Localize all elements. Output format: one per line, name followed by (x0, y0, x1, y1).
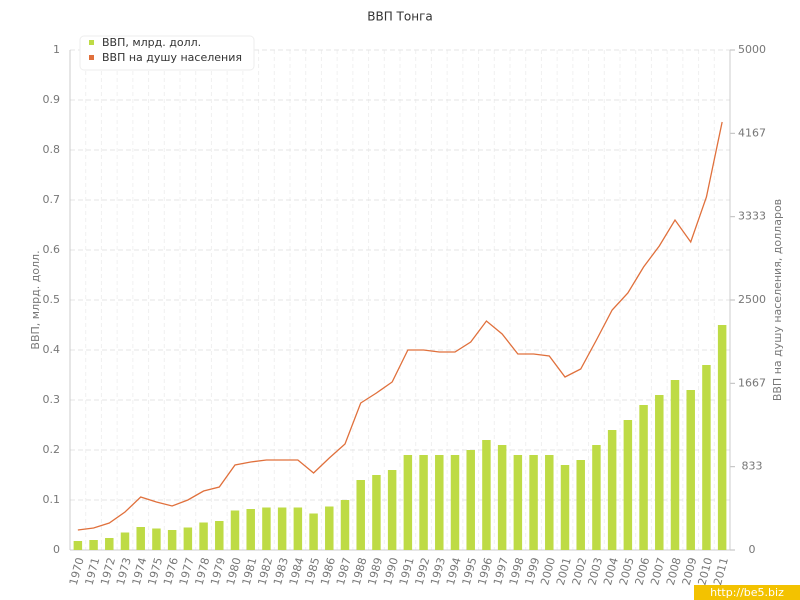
y-tick-label: 0.3 (43, 393, 61, 406)
bar (497, 445, 507, 550)
watermark-box (694, 585, 800, 600)
bar (482, 440, 491, 550)
bar (529, 455, 538, 550)
y-tick-label: 0.6 (43, 243, 61, 256)
bar (592, 445, 601, 550)
bar (183, 527, 193, 550)
bar (403, 455, 413, 550)
y-tick-label: 0.5 (43, 293, 61, 306)
bar (152, 528, 161, 550)
y2-axis-label: ВВП на душу населения, долларов (771, 199, 784, 401)
y2-tick-label: 1667 (738, 376, 766, 389)
y-tick-label: 1 (53, 43, 60, 56)
y-tick-label: 0.7 (43, 193, 61, 206)
y-tick-label: 0.2 (43, 443, 61, 456)
legend-label: ВВП на душу населения (102, 51, 242, 64)
bar (450, 455, 460, 550)
legend-box (79, 35, 255, 71)
line (77, 121, 723, 531)
bar (167, 530, 177, 550)
bar (639, 405, 648, 550)
y2-tick-label: 833 (742, 460, 763, 473)
bar (607, 430, 617, 550)
legend-swatch (89, 40, 94, 45)
bar (325, 506, 334, 550)
bar (89, 540, 98, 550)
y2-tick-label: 5000 (738, 43, 766, 56)
bar (136, 527, 145, 550)
y2-tick-label: 4167 (738, 126, 766, 139)
bar (120, 532, 130, 550)
bar (215, 521, 224, 550)
bar (686, 390, 695, 550)
bar (262, 507, 271, 550)
bar (513, 455, 523, 550)
bar (372, 475, 381, 550)
bar (105, 538, 114, 550)
bar (387, 470, 397, 550)
y-tick-label: 0.8 (43, 143, 61, 156)
legend-label: ВВП, млрд. долл. (102, 36, 201, 49)
y-tick-label: 0.1 (43, 493, 61, 506)
bar (466, 450, 475, 550)
watermark: http://be5.biz (710, 586, 784, 599)
y-axis-label: ВВП, млрд. долл. (29, 250, 42, 349)
bar (560, 465, 570, 550)
bar (655, 395, 664, 550)
bar (309, 513, 318, 550)
bar (199, 522, 208, 550)
bar (419, 455, 428, 550)
bar (623, 420, 633, 550)
y-tick-label: 0.4 (43, 343, 61, 356)
bar (230, 510, 240, 550)
chart-title: ВВП Тонга (367, 10, 432, 24)
y2-tick-label: 2500 (738, 293, 766, 306)
bar (356, 480, 365, 550)
legend: ВВП, млрд. долл. ВВП на душу населения (79, 35, 255, 71)
bar (73, 541, 83, 550)
bar (576, 460, 585, 550)
y2-tick-label: 3333 (738, 210, 766, 223)
y-tick-label: 0.9 (43, 93, 61, 106)
bar (702, 365, 711, 550)
bar (435, 455, 444, 550)
legend-swatch (89, 55, 94, 60)
bar (246, 509, 255, 550)
bar (670, 380, 680, 550)
bar (293, 507, 303, 550)
y2-tick-label: 0 (749, 543, 756, 556)
bar (277, 507, 287, 550)
bar (545, 455, 554, 550)
bar (717, 325, 727, 550)
bar (340, 500, 350, 550)
y-tick-label: 0 (53, 543, 60, 556)
